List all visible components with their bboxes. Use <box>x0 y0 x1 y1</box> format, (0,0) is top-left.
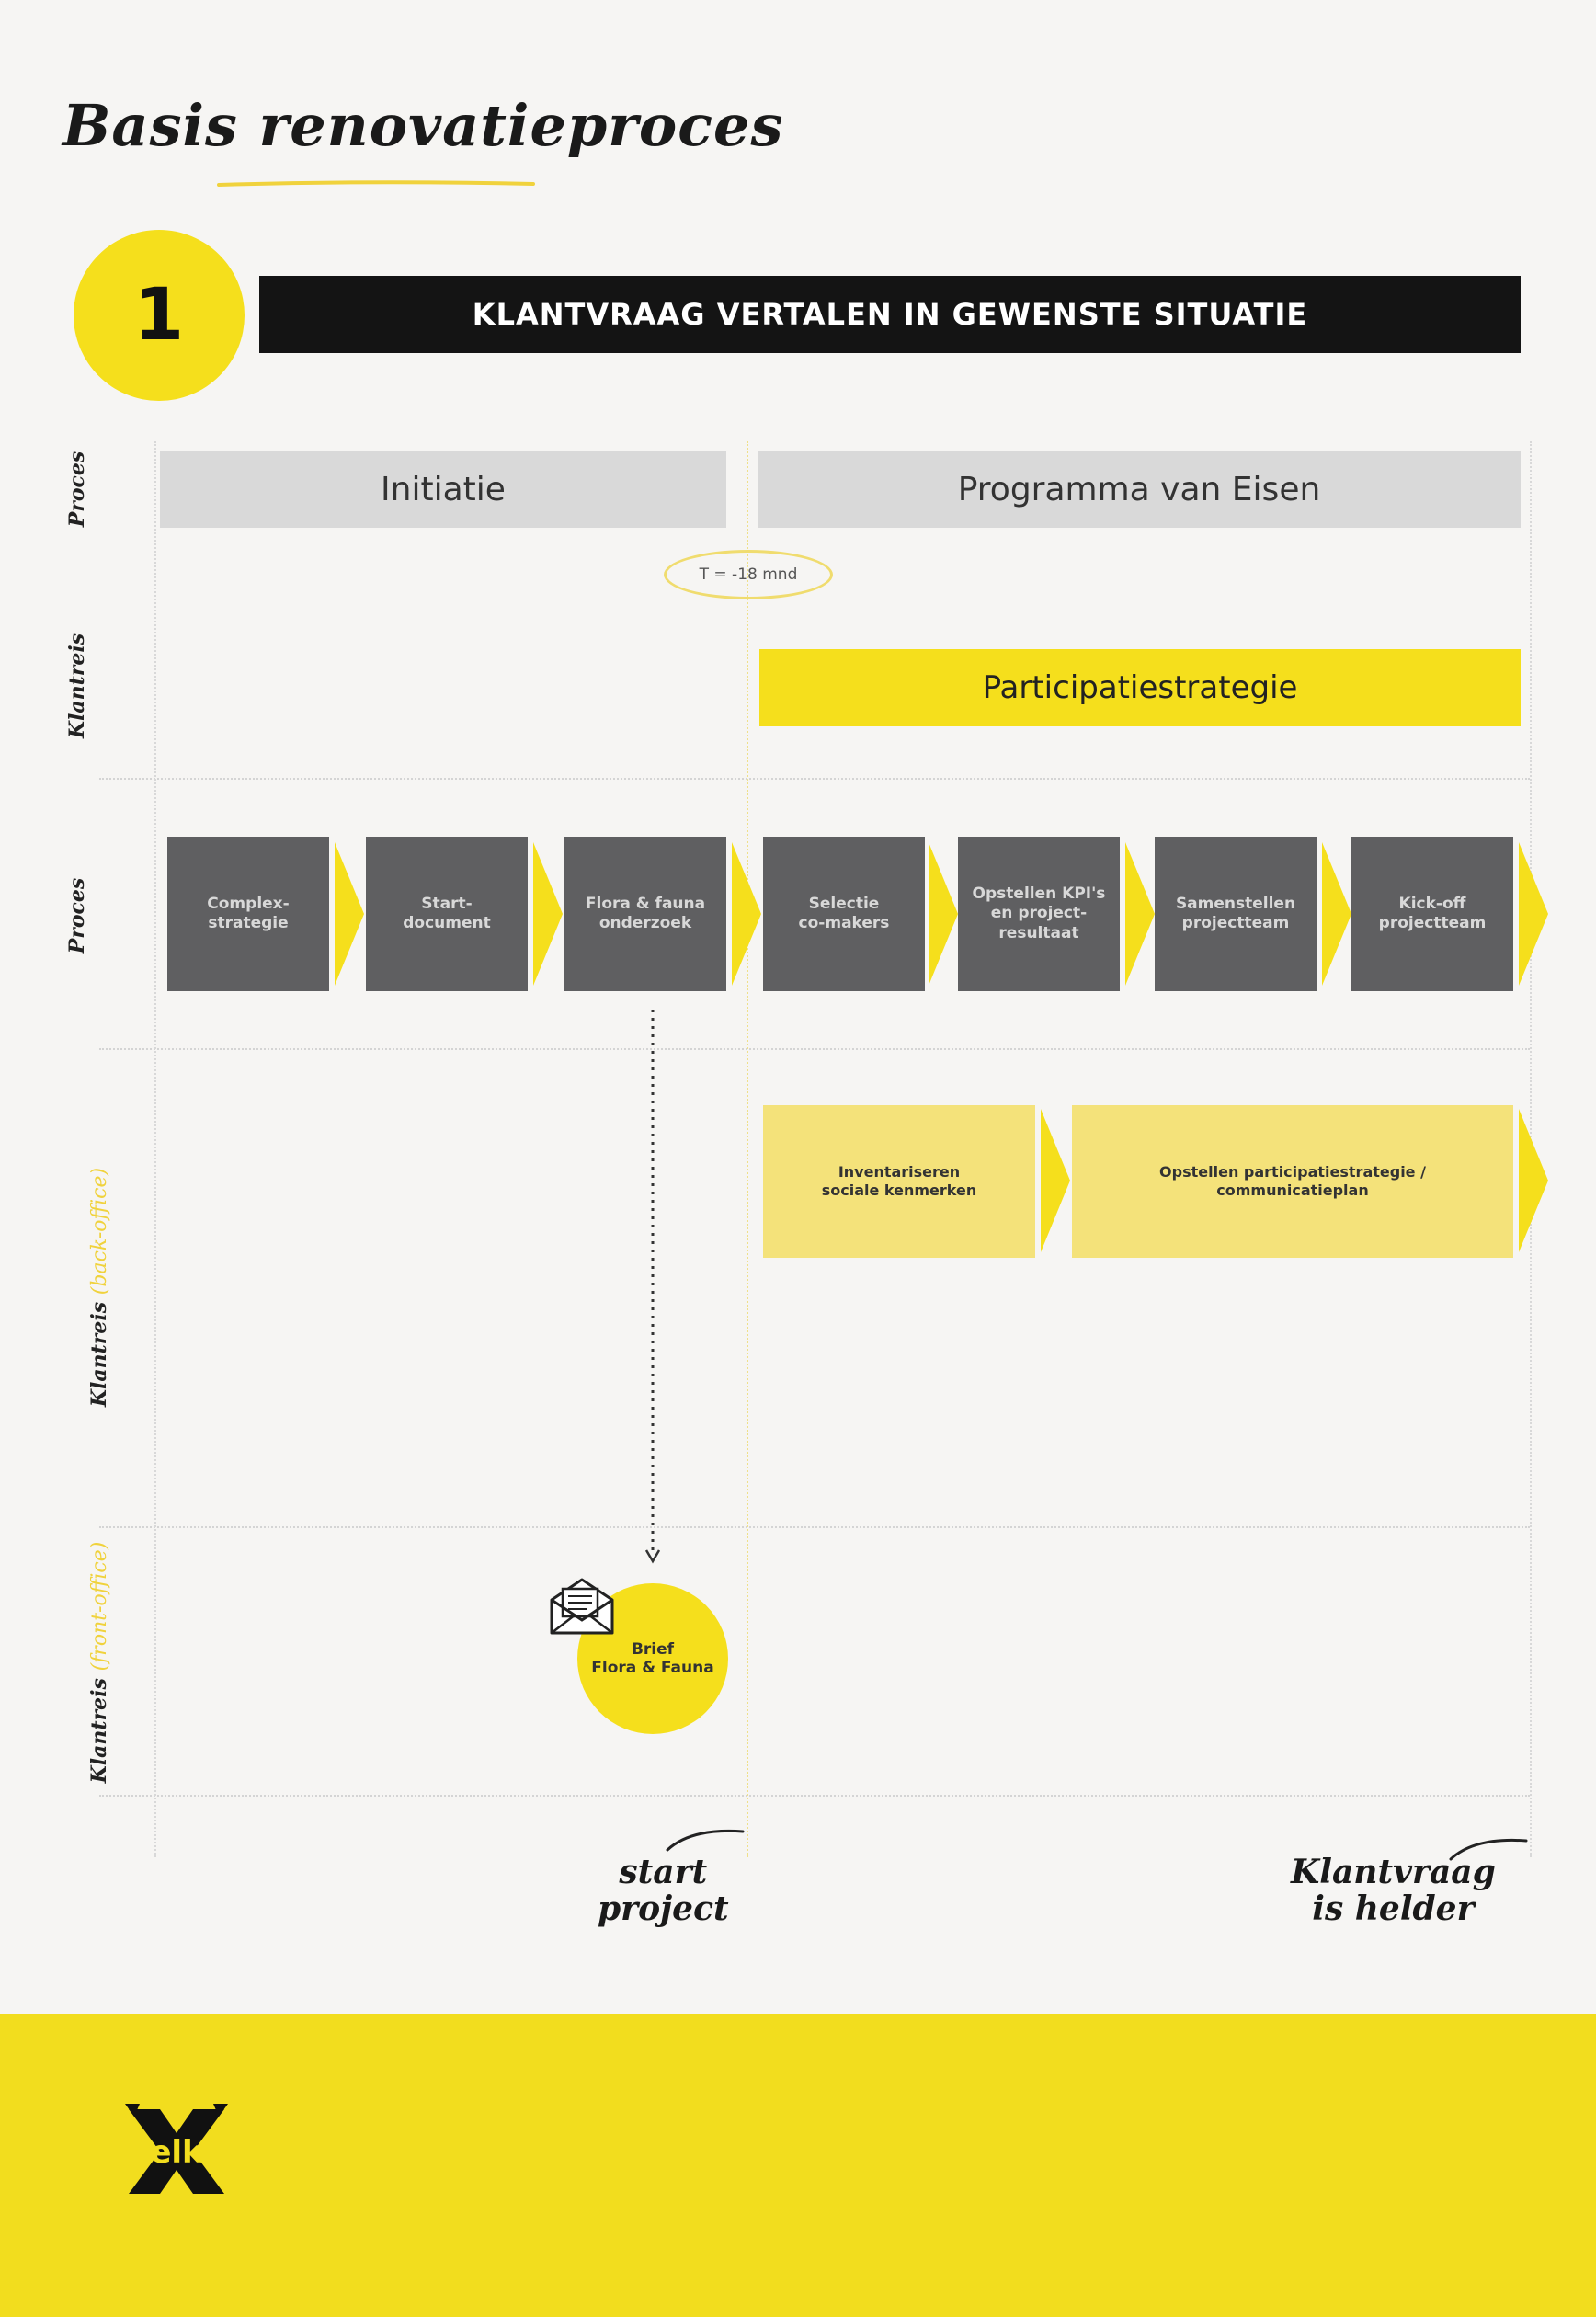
page-title: Basis renovatieproces <box>63 92 784 159</box>
process-step: Start- document <box>366 837 528 991</box>
title-underline <box>217 180 535 187</box>
lane-divider <box>99 1048 1530 1050</box>
backoffice-arrow <box>1041 1109 1070 1252</box>
process-step: Kick-off projectteam <box>1351 837 1513 991</box>
process-step: Complex- strategie <box>167 837 329 991</box>
lane-divider <box>99 1795 1530 1797</box>
process-step: Flora & fauna onderzoek <box>564 837 726 991</box>
logo-text: elk <box>150 2134 204 2171</box>
participatiestrategie-bar: Participatiestrategie <box>759 649 1521 726</box>
lane-sublabel-front: (front-office) <box>88 1541 111 1672</box>
swoosh-mark <box>1449 1838 1528 1861</box>
brief-label: Brief Flora & Fauna <box>591 1639 714 1677</box>
lane-divider <box>99 1526 1530 1528</box>
process-arrow <box>929 842 958 986</box>
grid-line <box>154 441 156 1857</box>
phase-initiatie: Initiatie <box>160 451 726 528</box>
backoffice-step: Opstellen participatiestrategie / commun… <box>1072 1105 1513 1258</box>
process-step: Opstellen KPI's en project- resultaat <box>958 837 1120 991</box>
lane-divider <box>99 778 1530 780</box>
step-heading: KLANTVRAAG VERTALEN IN GEWENSTE SITUATIE <box>259 276 1521 353</box>
backoffice-step: Inventariseren sociale kenmerken <box>763 1105 1035 1258</box>
process-arrow <box>1519 842 1548 986</box>
swoosh-mark <box>666 1829 745 1852</box>
process-step: Selectie co-makers <box>763 837 925 991</box>
process-arrow <box>1125 842 1155 986</box>
phase-programma-van-eisen: Programma van Eisen <box>758 451 1521 528</box>
footer-band <box>0 2014 1596 2317</box>
note-klantvraag-helder: Klantvraag is helder <box>1291 1853 1496 1928</box>
envelope-icon <box>550 1578 614 1635</box>
elk-logo-icon: elk <box>125 2104 228 2194</box>
phase-divider-line <box>747 441 748 1857</box>
step-number-badge: 1 <box>74 230 245 401</box>
process-step: Samenstellen projectteam <box>1155 837 1317 991</box>
timeline-marker: T = -18 mnd <box>664 550 833 599</box>
dotted-connector-arrow <box>644 1010 661 1564</box>
backoffice-arrow <box>1519 1109 1548 1252</box>
process-arrow <box>533 842 563 986</box>
lane-sublabel-back: (back-office) <box>88 1167 111 1295</box>
process-arrow <box>335 842 364 986</box>
note-start-project: start project <box>598 1853 729 1928</box>
process-arrow <box>1322 842 1351 986</box>
